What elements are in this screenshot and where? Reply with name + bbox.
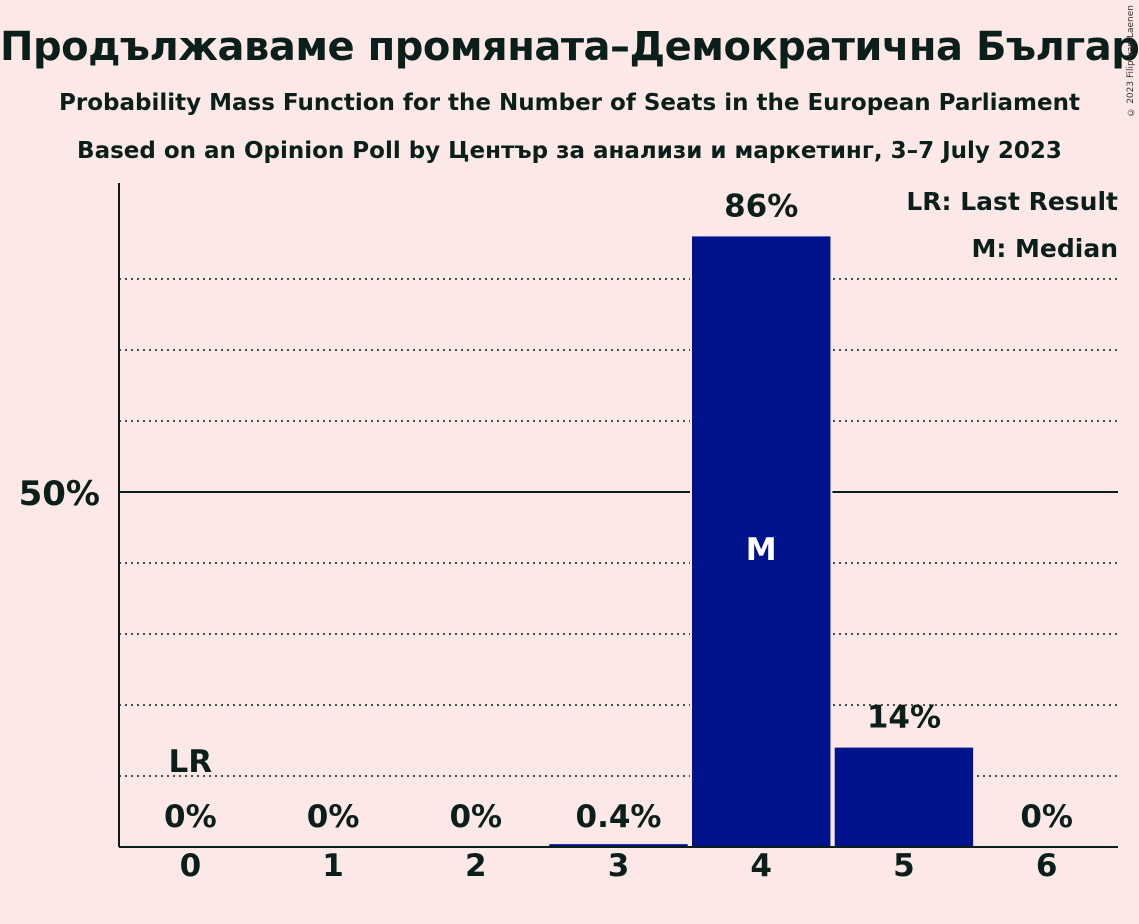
data-label: 0%	[164, 799, 217, 835]
x-tick-label: 4	[750, 848, 772, 884]
median-marker: M	[746, 532, 777, 568]
x-tick-label: 1	[322, 848, 344, 884]
data-label: 0%	[307, 799, 360, 835]
chart-subtitle: Probability Mass Function for the Number…	[59, 90, 1080, 116]
chart-source: Based on an Opinion Poll by Център за ан…	[77, 138, 1062, 164]
chart-title: Продължаваме промяната–Демократична Бълг…	[0, 24, 1139, 70]
data-label: 86%	[724, 188, 798, 224]
bar	[834, 747, 974, 847]
x-tick-label: 2	[465, 848, 487, 884]
x-tick-label: 6	[1036, 848, 1058, 884]
data-label: 0.4%	[576, 799, 662, 835]
legend-entry: LR: Last Result	[906, 187, 1118, 216]
data-label: 0%	[1020, 799, 1073, 835]
bar	[549, 844, 688, 847]
bar	[691, 236, 831, 847]
y-tick-label: 50%	[19, 474, 100, 514]
x-tick-label: 0	[180, 848, 202, 884]
data-label: 0%	[449, 799, 502, 835]
x-tick-label: 3	[608, 848, 630, 884]
x-tick-label: 5	[893, 848, 915, 884]
legend-entry: M: Median	[971, 234, 1118, 263]
data-label: 14%	[867, 700, 941, 736]
last-result-marker: LR	[169, 744, 213, 780]
